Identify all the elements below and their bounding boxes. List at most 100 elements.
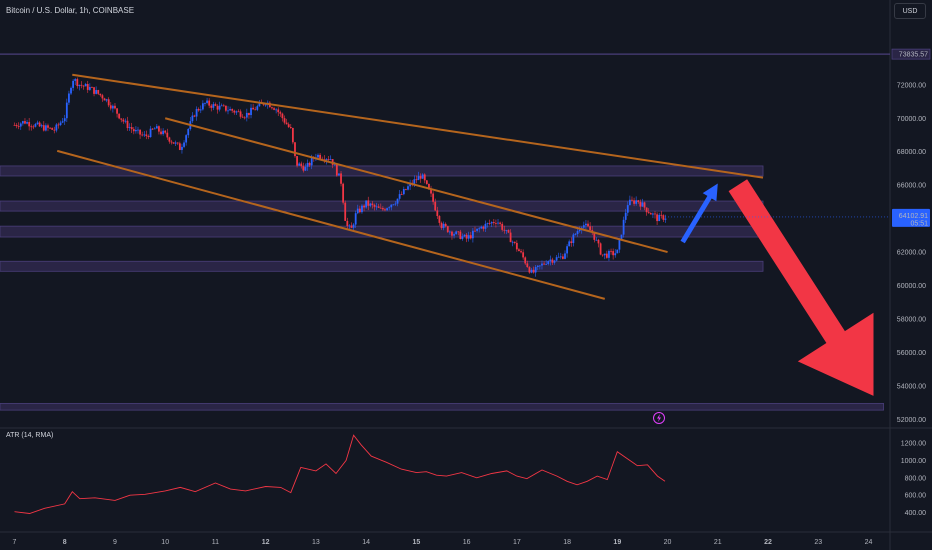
candle-body[interactable]	[225, 105, 227, 111]
candle-body[interactable]	[645, 207, 648, 213]
candle-body[interactable]	[656, 214, 658, 222]
candle-body[interactable]	[107, 99, 110, 106]
candle-body[interactable]	[536, 265, 539, 268]
candle-body[interactable]	[105, 99, 108, 101]
candle-body[interactable]	[465, 234, 468, 239]
candle-body[interactable]	[264, 104, 267, 106]
candle-body[interactable]	[132, 129, 135, 132]
candle-body[interactable]	[103, 98, 106, 101]
candle-body[interactable]	[436, 210, 439, 217]
candle-body[interactable]	[187, 129, 190, 136]
candle-body[interactable]	[15, 125, 18, 127]
candle-body[interactable]	[237, 111, 240, 113]
candle-body[interactable]	[637, 200, 640, 203]
candle-body[interactable]	[520, 251, 522, 253]
candle-body[interactable]	[568, 241, 571, 247]
candle-body[interactable]	[547, 261, 550, 264]
candle-body[interactable]	[231, 109, 234, 111]
candle-body[interactable]	[486, 223, 489, 224]
candle-body[interactable]	[319, 154, 321, 159]
candle-body[interactable]	[338, 173, 340, 176]
candle-body[interactable]	[633, 200, 635, 204]
candle-body[interactable]	[601, 254, 604, 256]
candle-body[interactable]	[185, 135, 188, 143]
candle-body[interactable]	[38, 122, 41, 127]
candle-body[interactable]	[28, 122, 31, 127]
candle-body[interactable]	[74, 79, 77, 81]
candle-body[interactable]	[417, 176, 420, 181]
candle-body[interactable]	[593, 232, 596, 240]
candle-body[interactable]	[78, 84, 81, 87]
candle-body[interactable]	[120, 118, 123, 120]
candle-body[interactable]	[425, 180, 428, 184]
candle-body[interactable]	[114, 105, 116, 109]
candle-body[interactable]	[227, 110, 229, 112]
candle-body[interactable]	[641, 202, 644, 207]
candle-body[interactable]	[660, 214, 663, 216]
candle-body[interactable]	[610, 250, 612, 252]
candle-body[interactable]	[195, 108, 198, 117]
candle-body[interactable]	[352, 224, 355, 228]
candle-body[interactable]	[354, 213, 357, 225]
candle-body[interactable]	[530, 269, 533, 273]
candle-body[interactable]	[30, 126, 33, 128]
support-resistance-zone[interactable]	[0, 165, 764, 177]
candle-body[interactable]	[285, 122, 288, 125]
candle-body[interactable]	[158, 126, 160, 132]
candle-body[interactable]	[509, 232, 512, 243]
candle-body[interactable]	[91, 87, 93, 88]
candle-body[interactable]	[647, 212, 650, 214]
candle-body[interactable]	[329, 159, 332, 160]
candle-body[interactable]	[147, 136, 150, 138]
candle-body[interactable]	[649, 213, 652, 215]
candle-body[interactable]	[168, 137, 171, 142]
candle-body[interactable]	[122, 119, 125, 122]
candle-body[interactable]	[291, 128, 294, 143]
candle-body[interactable]	[42, 125, 45, 131]
candle-body[interactable]	[524, 257, 527, 264]
candle-body[interactable]	[358, 208, 361, 213]
candle-body[interactable]	[400, 194, 403, 195]
candle-body[interactable]	[254, 109, 257, 111]
candle-body[interactable]	[304, 166, 307, 171]
candle-body[interactable]	[155, 126, 158, 129]
candle-body[interactable]	[229, 109, 231, 111]
candle-body[interactable]	[386, 208, 388, 211]
candle-body[interactable]	[361, 205, 363, 213]
candle-body[interactable]	[511, 241, 514, 243]
candle-body[interactable]	[250, 107, 252, 116]
candle-body[interactable]	[430, 189, 432, 194]
candle-body[interactable]	[388, 207, 391, 209]
candle-body[interactable]	[271, 107, 273, 109]
candle-body[interactable]	[526, 263, 529, 268]
symbol-title[interactable]: Bitcoin / U.S. Dollar, 1h, COINBASE	[6, 6, 135, 15]
candle-body[interactable]	[139, 129, 141, 135]
candle-body[interactable]	[109, 105, 112, 109]
candle-body[interactable]	[381, 208, 384, 210]
candle-body[interactable]	[57, 124, 60, 126]
candle-body[interactable]	[405, 188, 407, 190]
candle-body[interactable]	[34, 124, 37, 127]
candle-body[interactable]	[214, 104, 217, 106]
candle-body[interactable]	[151, 128, 154, 130]
candle-body[interactable]	[82, 85, 85, 87]
candle-body[interactable]	[505, 230, 508, 231]
candle-body[interactable]	[308, 162, 311, 166]
candle-body[interactable]	[80, 84, 83, 86]
candle-body[interactable]	[273, 108, 275, 110]
candle-body[interactable]	[170, 141, 173, 143]
candle-body[interactable]	[373, 204, 376, 207]
candle-body[interactable]	[24, 121, 26, 124]
candle-body[interactable]	[515, 242, 518, 250]
candle-body[interactable]	[283, 118, 286, 123]
candle-body[interactable]	[469, 235, 472, 239]
candle-body[interactable]	[302, 166, 305, 171]
candle-body[interactable]	[153, 128, 156, 130]
candle-body[interactable]	[300, 163, 303, 167]
candle-body[interactable]	[287, 124, 290, 127]
candle-body[interactable]	[40, 125, 43, 127]
candle-body[interactable]	[549, 259, 552, 262]
candle-body[interactable]	[135, 130, 137, 132]
candle-body[interactable]	[497, 222, 499, 224]
candle-body[interactable]	[419, 176, 422, 179]
